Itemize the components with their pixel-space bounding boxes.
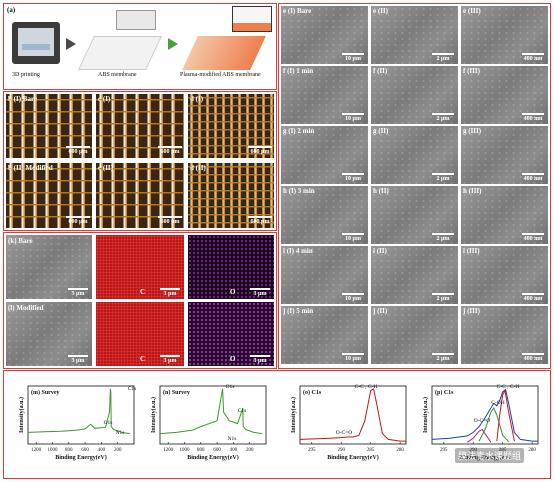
sem-scale-2-2: 400 nm bbox=[522, 173, 544, 182]
scale-c2: 600 μm bbox=[158, 216, 182, 225]
micrograph-c1 bbox=[96, 94, 184, 158]
sem-scale-0-0: 10 μm bbox=[342, 53, 364, 62]
panel-xps bbox=[3, 370, 551, 479]
sem-scale-5-2: 400 nm bbox=[522, 353, 544, 362]
label-c1: c (I) bbox=[98, 95, 111, 103]
scale-l2: 3 μm bbox=[160, 355, 180, 364]
sem-label-4-0: i (I) 4 min bbox=[283, 247, 313, 255]
sem-image-4-0 bbox=[281, 246, 368, 304]
sem-label-4-2: i (III) bbox=[463, 247, 480, 255]
sem-scale-1-1: 2 μm bbox=[432, 113, 454, 122]
label-c2: c (II) bbox=[98, 164, 113, 172]
arrow-icon-2 bbox=[168, 38, 178, 50]
step-3: Plasma-modified ABS membrane bbox=[180, 72, 261, 78]
sem-scale-2-0: 10 μm bbox=[342, 173, 364, 182]
sem-label-5-2: j (III) bbox=[463, 307, 480, 315]
watermark: 膜法青水课题组 bbox=[455, 448, 525, 463]
sem-scale-3-2: 400 nm bbox=[522, 233, 544, 242]
label-b1: b (I) Bare bbox=[8, 95, 38, 103]
panel-bcd bbox=[3, 91, 277, 231]
sem-label-1-0: f (I) 1 min bbox=[283, 67, 314, 75]
eds-k-o-label: O bbox=[230, 288, 236, 296]
sem-label-0-1: e (II) bbox=[373, 7, 388, 15]
scale-b1: 600 μm bbox=[66, 146, 90, 155]
sem-scale-1-0: 10 μm bbox=[342, 113, 364, 122]
arrow-icon bbox=[66, 38, 76, 50]
panel-a-label: (a) bbox=[7, 6, 16, 14]
sem-image-2-1 bbox=[371, 126, 458, 184]
sem-label-2-0: g (I) 2 min bbox=[283, 127, 315, 135]
scale-c1: 600 μm bbox=[158, 146, 182, 155]
scale-k2: 3 μm bbox=[160, 288, 180, 297]
sem-scale-0-1: 2 μm bbox=[432, 53, 454, 62]
eds-l-c-label: C bbox=[140, 355, 146, 363]
label-l: (l) Modified bbox=[8, 304, 44, 312]
sem-image-0-2 bbox=[461, 6, 548, 64]
panel-sem-grid bbox=[278, 3, 551, 369]
sem-label-2-1: g (II) bbox=[373, 127, 389, 135]
sem-label-4-1: i (II) bbox=[373, 247, 387, 255]
eds-k-c-label: C bbox=[140, 288, 146, 296]
sem-l bbox=[6, 302, 92, 366]
sem-label-5-0: j (I) 5 min bbox=[283, 307, 314, 315]
sem-label-5-1: j (II) bbox=[373, 307, 388, 315]
eds-l-o-label: O bbox=[230, 355, 236, 363]
sem-label-1-1: f (II) bbox=[373, 67, 388, 75]
label-b2: b (II) Modified bbox=[8, 164, 53, 172]
step-1: 3D printing bbox=[12, 72, 40, 78]
sem-label-0-2: e (III) bbox=[463, 7, 481, 15]
scale-l3: 3 μm bbox=[250, 355, 270, 364]
scale-b2: 600 μm bbox=[66, 216, 90, 225]
sem-label-3-1: h (II) bbox=[373, 187, 389, 195]
label-d1: d (I) bbox=[190, 95, 204, 103]
micrograph-d2 bbox=[188, 163, 274, 228]
step-2: ABS membrane bbox=[98, 72, 137, 78]
sem-label-3-0: h (I) 3 min bbox=[283, 187, 315, 195]
scale-k1: 3 μm bbox=[68, 288, 88, 297]
label-d2: d (II) bbox=[190, 164, 206, 172]
sem-scale-3-0: 10 μm bbox=[342, 233, 364, 242]
scale-d2: 600 μm bbox=[248, 216, 272, 225]
sem-scale-4-0: 10 μm bbox=[342, 293, 364, 302]
scale-d1: 600 μm bbox=[248, 146, 272, 155]
sem-image-3-2 bbox=[461, 186, 548, 244]
sem-scale-4-1: 2 μm bbox=[432, 293, 454, 302]
sem-label-0-0: e (I) Bare bbox=[283, 7, 312, 15]
sem-scale-1-2: 400 nm bbox=[522, 113, 544, 122]
sem-scale-0-2: 400 nm bbox=[522, 53, 544, 62]
panel-a bbox=[3, 3, 277, 90]
sem-label-2-2: g (III) bbox=[463, 127, 482, 135]
sem-image-4-1 bbox=[371, 246, 458, 304]
sem-scale-5-1: 2 μm bbox=[432, 353, 454, 362]
label-k: (k) Bare bbox=[8, 237, 33, 245]
sem-scale-5-0: 10 μm bbox=[342, 353, 364, 362]
printer-icon bbox=[12, 22, 60, 64]
scale-l1: 3 μm bbox=[68, 355, 88, 364]
panel-kl bbox=[3, 232, 277, 369]
sem-scale-3-1: 2 μm bbox=[432, 233, 454, 242]
sem-scale-2-1: 2 μm bbox=[432, 173, 454, 182]
sem-label-3-2: h (III) bbox=[463, 187, 482, 195]
plasma-zoom bbox=[232, 6, 272, 32]
sem-label-1-2: f (III) bbox=[463, 67, 480, 75]
scale-k3: 3 μm bbox=[250, 288, 270, 297]
membrane-zoom bbox=[116, 10, 156, 30]
sem-scale-4-2: 400 nm bbox=[522, 293, 544, 302]
